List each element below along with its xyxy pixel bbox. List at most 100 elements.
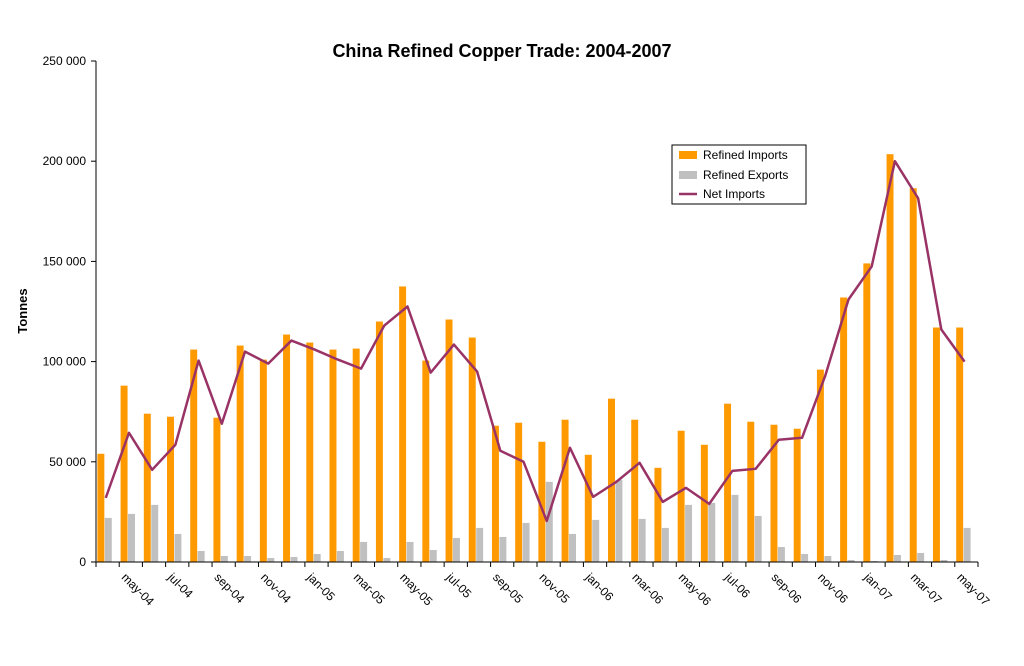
bar-refined-imports <box>259 359 267 562</box>
bar-refined-imports <box>816 369 824 562</box>
y-tick-label: 250 000 <box>43 54 87 68</box>
y-tick-label: 150 000 <box>43 254 87 268</box>
bar-refined-imports <box>561 419 569 562</box>
x-tick-label: jul-06 <box>721 570 753 602</box>
bar-refined-exports <box>151 504 159 562</box>
bar-refined-exports <box>708 502 716 562</box>
x-tick-label: nov-05 <box>536 570 572 606</box>
bar-refined-imports <box>700 444 708 562</box>
bar-refined-imports <box>956 327 964 562</box>
bar-refined-imports <box>770 424 778 562</box>
x-tick-label: sep-05 <box>490 570 526 606</box>
bar-refined-imports <box>932 327 940 562</box>
x-tick-label: sep-04 <box>212 570 248 606</box>
x-tick-label: mar-07 <box>908 570 945 607</box>
bar-refined-imports <box>283 334 291 562</box>
x-tick-label: sep-06 <box>769 570 805 606</box>
x-tick-label: jan-05 <box>304 570 338 604</box>
bar-refined-imports <box>608 398 615 562</box>
bar-refined-imports <box>213 417 221 562</box>
bar-refined-imports <box>375 321 383 562</box>
bar-refined-exports <box>940 560 948 562</box>
y-tick-label: 0 <box>79 555 86 569</box>
chart-title: China Refined Copper Trade: 2004-2007 <box>332 41 671 61</box>
bar-refined-exports <box>917 552 925 562</box>
legend-label-refined-exports: Refined Exports <box>703 168 788 182</box>
bar-refined-exports <box>777 546 785 562</box>
bar-refined-imports <box>120 385 128 562</box>
bar-refined-exports <box>244 555 252 562</box>
bar-refined-exports <box>545 481 553 562</box>
bar-refined-imports <box>584 454 592 562</box>
bar-refined-exports <box>685 504 693 562</box>
bar-refined-exports <box>383 557 391 562</box>
bar-refined-imports <box>631 419 639 562</box>
x-tick-label: nov-06 <box>815 570 851 606</box>
bar-refined-exports <box>592 519 600 562</box>
bar-refined-imports <box>515 422 523 562</box>
bar-refined-exports <box>963 527 971 562</box>
bar-refined-imports <box>491 425 499 562</box>
x-tick-label: may-05 <box>397 570 435 608</box>
bar-refined-imports <box>747 421 755 562</box>
bar-refined-imports <box>329 349 337 562</box>
bar-refined-exports <box>638 518 646 562</box>
bar-refined-exports <box>197 550 205 562</box>
bar-refined-imports <box>97 453 105 562</box>
plot-area: 0 50 000 100 000 150 000 200 000 250 000 may-0… <box>43 54 993 609</box>
x-tick-label: may-04 <box>119 570 157 608</box>
bar-refined-exports <box>406 541 414 562</box>
bar-refined-imports <box>236 345 244 562</box>
x-tick-label: mar-05 <box>351 570 388 607</box>
x-tick-label: may-06 <box>676 570 714 608</box>
bar-refined-exports <box>661 527 669 562</box>
bar-refined-imports <box>190 349 198 562</box>
legend-label-refined-imports: Refined Imports <box>703 148 788 162</box>
bar-refined-imports <box>352 348 360 562</box>
bar-refined-exports <box>290 556 298 562</box>
x-tick-label: mar-06 <box>629 570 666 607</box>
bar-refined-imports <box>306 342 314 562</box>
x-tick-label: jul-04 <box>164 570 196 602</box>
legend-swatch-refined-exports <box>679 171 697 179</box>
bar-refined-exports <box>522 522 530 562</box>
bar-refined-exports <box>360 541 368 562</box>
bar-refined-exports <box>220 555 228 562</box>
bar-refined-imports <box>909 188 917 562</box>
bar-refined-imports <box>399 286 407 562</box>
bar-refined-imports <box>863 263 871 562</box>
bar-refined-imports <box>422 360 430 562</box>
bar-refined-exports <box>893 554 901 562</box>
bar-refined-exports <box>801 553 809 562</box>
y-tick-label: 200 000 <box>43 154 87 168</box>
bar-refined-imports <box>538 441 546 562</box>
bar-refined-imports <box>445 319 453 562</box>
bar-refined-exports <box>731 494 739 562</box>
bar-refined-exports <box>569 533 576 562</box>
bar-refined-imports <box>886 154 894 562</box>
bar-refined-imports <box>654 467 662 562</box>
bar-refined-exports <box>267 557 275 562</box>
bar-refined-exports <box>429 549 437 562</box>
x-tick-label: jan-07 <box>861 570 895 604</box>
bar-refined-imports <box>143 413 151 562</box>
y-tick-label: 100 000 <box>43 355 87 369</box>
legend-label-net-imports: Net Imports <box>703 187 765 201</box>
x-tick-label: may-07 <box>954 570 992 608</box>
bar-refined-exports <box>336 550 344 562</box>
x-tick-label: jul-05 <box>443 570 475 602</box>
bar-refined-exports <box>452 537 460 562</box>
y-tick-label: 50 000 <box>49 455 86 469</box>
bar-refined-imports <box>793 428 801 562</box>
legend: Refined Imports Refined Exports Net Impo… <box>671 144 807 205</box>
bar-refined-exports <box>824 555 832 562</box>
bar-refined-exports <box>615 479 623 562</box>
y-axis-label: Tonnes <box>15 288 30 333</box>
bar-refined-exports <box>128 513 135 562</box>
line-net-imports <box>104 159 966 523</box>
bar-refined-imports <box>724 403 732 562</box>
bar-refined-exports <box>174 533 182 562</box>
bar-refined-imports <box>840 297 848 562</box>
bar-refined-exports <box>754 515 762 562</box>
